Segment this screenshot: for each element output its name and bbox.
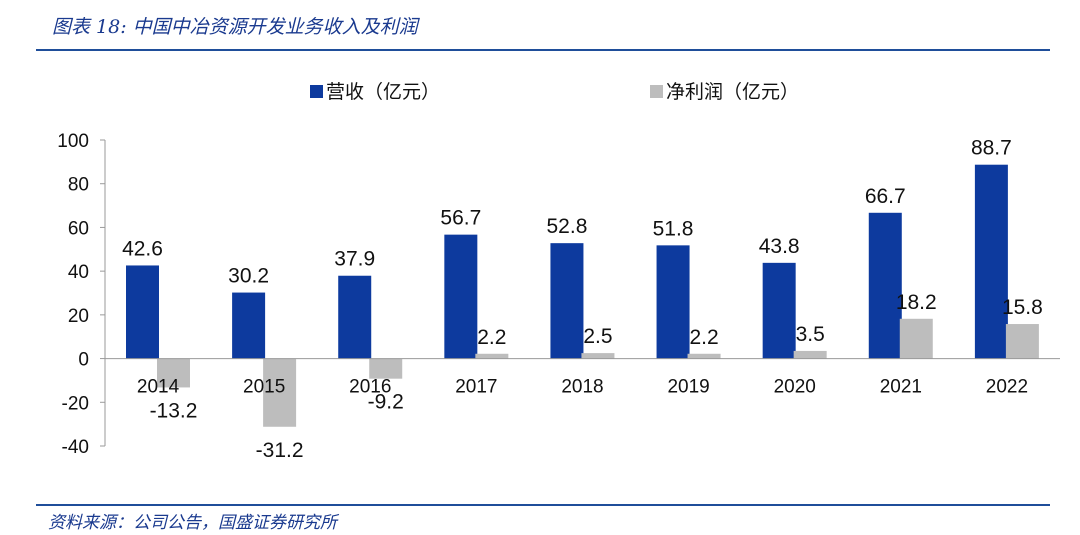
y-tick-label: -40	[62, 437, 89, 458]
profit-bar	[369, 358, 403, 379]
profit-data-label: 2.5	[583, 325, 612, 348]
source-note: 资料来源：公司公告，国盛证券研究所	[48, 513, 337, 533]
revenue-bar	[550, 243, 584, 359]
figure-title: 图表 18: 中国中冶资源开发业务收入及利润	[52, 16, 418, 38]
profit-bar	[157, 358, 190, 388]
x-tick-label: 2017	[455, 377, 497, 398]
y-tick-label: 40	[68, 262, 89, 283]
profit-data-label: -13.2	[150, 399, 198, 422]
revenue-data-label: 42.6	[122, 237, 163, 260]
profit-bar	[687, 353, 721, 359]
legend-swatch-revenue	[310, 85, 323, 98]
x-tick-label: 2020	[774, 377, 816, 398]
legend-label-profit: 净利润（亿元）	[666, 81, 799, 103]
revenue-data-label: 37.9	[334, 248, 375, 271]
revenue-data-label: 88.7	[971, 137, 1012, 160]
revenue-bar	[868, 212, 902, 359]
profit-data-label: 3.5	[796, 323, 825, 346]
profit-bar	[581, 353, 615, 359]
x-tick-label: 2022	[986, 377, 1028, 398]
x-tick-label: 2021	[880, 377, 922, 398]
x-tick-label: 2018	[561, 377, 603, 398]
x-tick-label: 2019	[667, 377, 709, 398]
profit-bar	[263, 358, 297, 427]
revenue-bar	[338, 275, 372, 359]
profit-data-label: 2.2	[689, 326, 718, 349]
revenue-bar	[126, 265, 159, 359]
x-tick-label: 2016	[349, 377, 391, 398]
bottom-rule	[36, 504, 1050, 506]
legend-label-revenue: 营收（亿元）	[326, 81, 440, 103]
y-tick-label: 100	[57, 131, 89, 152]
profit-data-label: 18.2	[896, 291, 937, 314]
bar-chart: 营收（亿元） 净利润（亿元） 100 80 60 40 20 0 -20 -40 42.6 -13.2…	[57, 81, 1060, 462]
revenue-data-label: 51.8	[653, 217, 694, 240]
profit-bar	[475, 353, 509, 359]
y-tick-label: 80	[68, 175, 89, 196]
revenue-data-label: 52.8	[547, 215, 588, 238]
revenue-data-label: 66.7	[865, 185, 906, 208]
y-tick-label: 20	[68, 306, 89, 327]
profit-data-label: -9.2	[368, 391, 404, 414]
revenue-bar	[762, 262, 796, 359]
y-tick-label: -20	[62, 393, 89, 414]
revenue-bar	[656, 245, 690, 359]
profit-bar	[1005, 324, 1039, 359]
profit-data-label: -31.2	[256, 439, 304, 462]
y-tick-label: 60	[68, 218, 89, 239]
profit-data-label: 15.8	[1002, 296, 1043, 319]
revenue-bar	[974, 164, 1008, 359]
profit-bar	[899, 318, 933, 359]
profit-data-label: 2.2	[477, 326, 506, 349]
revenue-data-label: 56.7	[440, 207, 481, 230]
revenue-data-label: 43.8	[759, 235, 800, 258]
revenue-bar	[444, 234, 478, 359]
legend-swatch-profit	[650, 85, 663, 98]
profit-bar	[793, 350, 827, 359]
top-rule	[36, 49, 1050, 51]
y-tick-label: 0	[78, 350, 89, 371]
x-tick-label: 2015	[243, 377, 285, 398]
revenue-data-label: 30.2	[228, 265, 269, 288]
revenue-bar	[232, 292, 266, 359]
x-tick-label: 2014	[137, 377, 180, 398]
